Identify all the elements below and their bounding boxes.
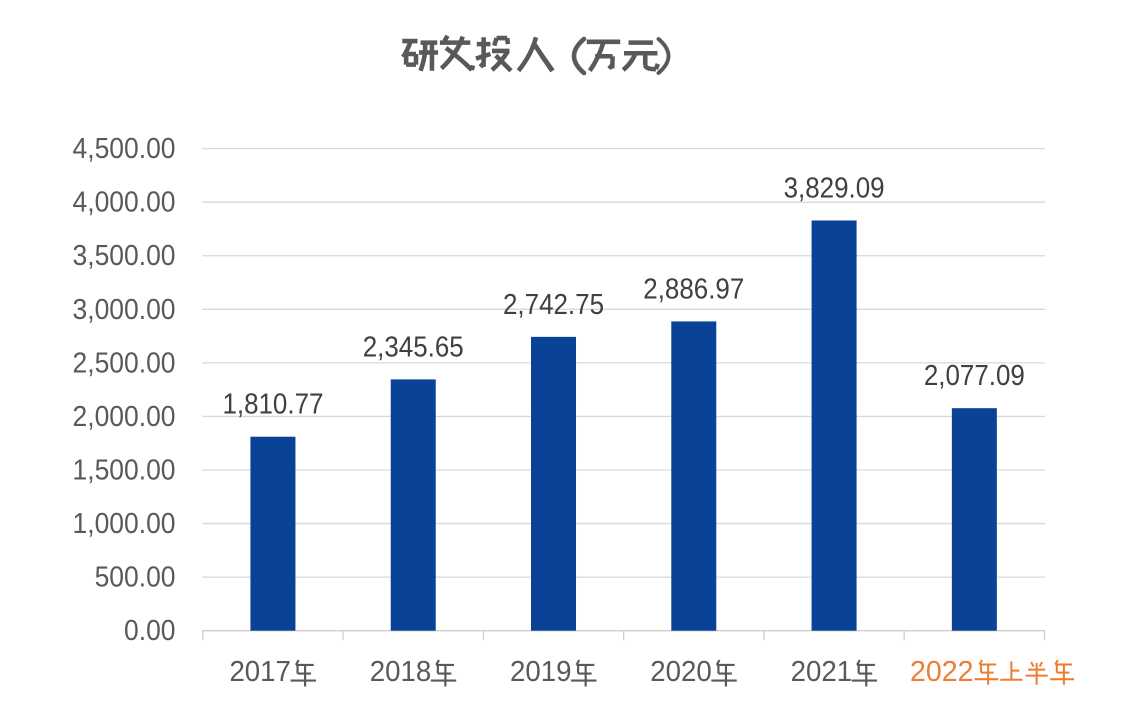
svg-text:500.00: 500.00 bbox=[95, 562, 176, 594]
svg-text:4,500.00: 4,500.00 bbox=[73, 133, 176, 165]
svg-text:2019: 2019 bbox=[510, 656, 572, 688]
svg-text:2,077.09: 2,077.09 bbox=[924, 360, 1025, 392]
svg-text:3,000.00: 3,000.00 bbox=[73, 294, 176, 326]
svg-text:0.00: 0.00 bbox=[124, 615, 176, 647]
svg-text:2022: 2022 bbox=[910, 656, 974, 688]
svg-text:2,886.97: 2,886.97 bbox=[643, 273, 744, 305]
svg-text:2021: 2021 bbox=[791, 656, 853, 688]
svg-text:3,829.09: 3,829.09 bbox=[784, 172, 885, 204]
svg-text:2,500.00: 2,500.00 bbox=[73, 347, 176, 379]
svg-text:1,500.00: 1,500.00 bbox=[73, 455, 176, 487]
svg-text:2,000.00: 2,000.00 bbox=[73, 401, 176, 433]
svg-text:2020: 2020 bbox=[650, 656, 712, 688]
svg-text:4,000.00: 4,000.00 bbox=[73, 187, 176, 219]
svg-text:2017: 2017 bbox=[229, 656, 291, 688]
svg-text:1,810.77: 1,810.77 bbox=[222, 389, 323, 421]
svg-text:2018: 2018 bbox=[370, 656, 432, 688]
svg-text:2,345.65: 2,345.65 bbox=[363, 331, 464, 363]
svg-text:2,742.75: 2,742.75 bbox=[503, 289, 604, 321]
svg-text:3,500.00: 3,500.00 bbox=[73, 240, 176, 272]
svg-text:1,000.00: 1,000.00 bbox=[73, 508, 176, 540]
